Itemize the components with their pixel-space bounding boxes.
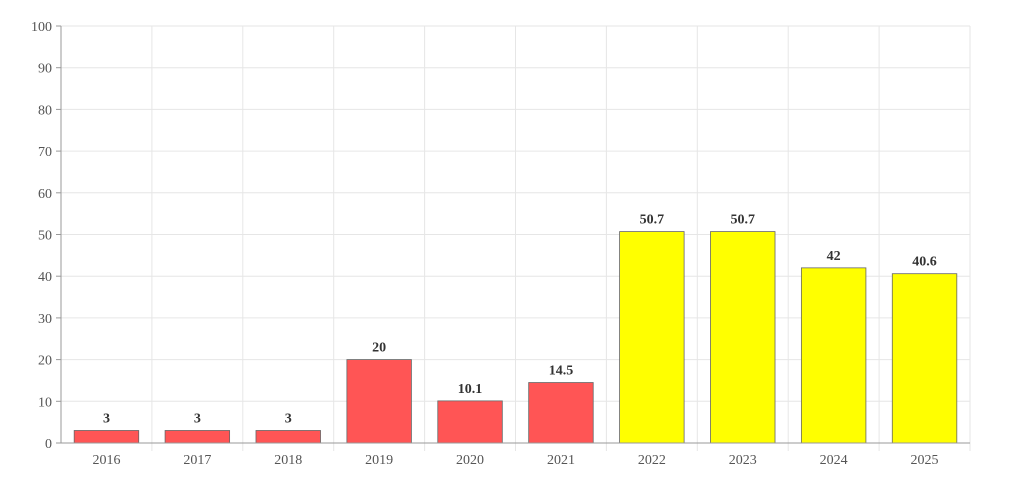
x-tick-label-2020: 2020 [456, 453, 484, 468]
data-label-2025: 40.6 [912, 255, 937, 270]
x-tick-label-2022: 2022 [638, 453, 666, 468]
bar-2020 [437, 400, 503, 444]
bar-2017 [164, 430, 231, 444]
data-label-2019: 20 [372, 341, 386, 356]
x-tick-label-2025: 2025 [911, 453, 939, 468]
y-tick-label: 40 [38, 270, 52, 285]
bar-2023 [710, 231, 776, 444]
x-tick-label-2019: 2019 [365, 453, 393, 468]
x-tick-label-2018: 2018 [274, 453, 302, 468]
y-tick-label: 100 [31, 20, 52, 35]
bar-2024 [800, 267, 867, 444]
y-tick-label: 50 [38, 229, 52, 244]
data-label-2017: 3 [194, 411, 201, 426]
bar-2018 [255, 430, 321, 444]
y-tick-label: 30 [38, 312, 52, 327]
data-label-2016: 3 [103, 411, 110, 426]
grid-layer [61, 25, 971, 451]
bar-2016 [73, 430, 140, 444]
data-label-2024: 42 [827, 249, 841, 264]
y-tick-label: 80 [38, 103, 52, 118]
bar-2019 [346, 359, 412, 444]
label-layer: 0102030405060708090100320163201732018202… [31, 20, 939, 468]
bar-2022 [619, 231, 685, 444]
x-tick-label-2024: 2024 [820, 453, 848, 468]
data-label-2018: 3 [285, 411, 292, 426]
y-tick-label: 10 [38, 395, 52, 410]
y-tick-label: 60 [38, 187, 52, 202]
bar-2025 [891, 273, 958, 444]
data-label-2020: 10.1 [458, 382, 483, 397]
x-tick-label-2021: 2021 [547, 453, 575, 468]
bar-layer [73, 231, 958, 444]
data-label-2021: 14.5 [549, 364, 574, 379]
bar-2021 [528, 382, 594, 444]
y-tick-label: 90 [38, 62, 52, 77]
x-tick-label-2017: 2017 [183, 453, 211, 468]
axis-layer [56, 25, 970, 444]
y-tick-label: 20 [38, 354, 52, 369]
data-label-2022: 50.7 [640, 213, 665, 228]
data-label-2023: 50.7 [731, 213, 756, 228]
x-tick-label-2016: 2016 [92, 453, 120, 468]
y-tick-label: 70 [38, 145, 52, 160]
y-tick-label: 0 [45, 437, 52, 452]
x-tick-label-2023: 2023 [729, 453, 757, 468]
